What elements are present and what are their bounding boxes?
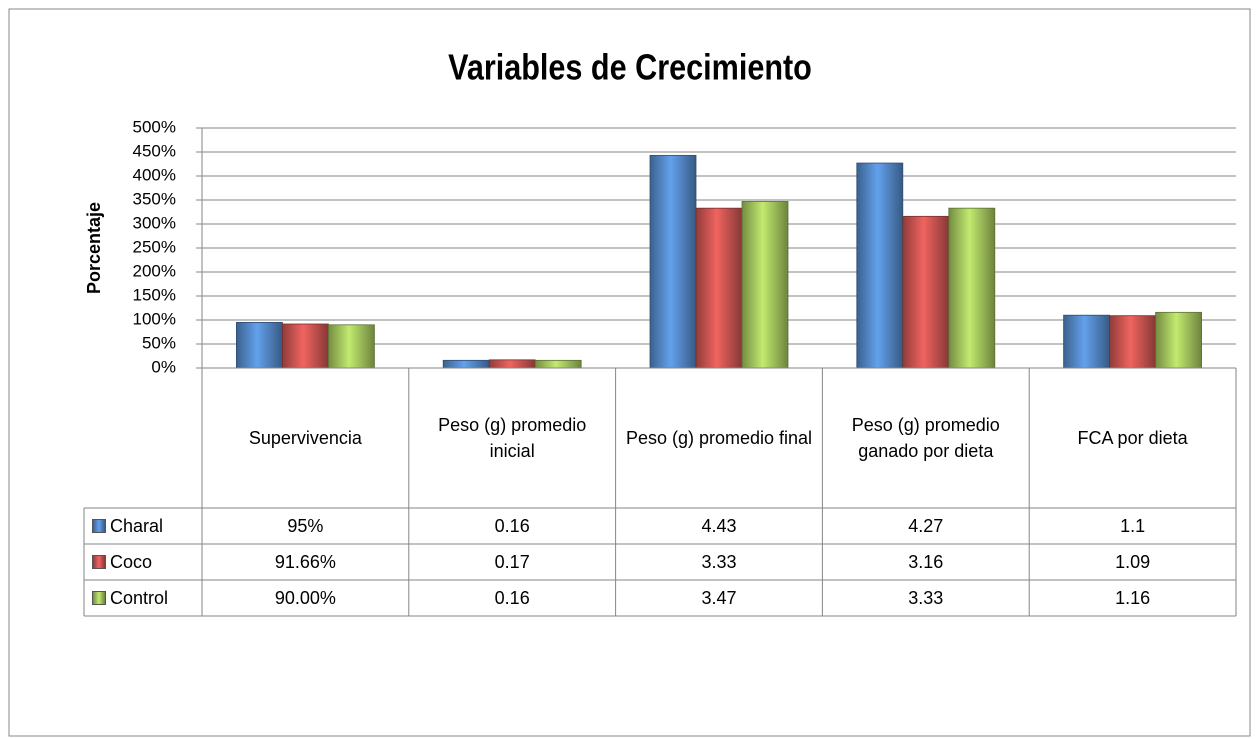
bar (856, 162, 904, 369)
y-tick-label: 0% (151, 357, 176, 376)
y-tick-label: 150% (133, 285, 176, 304)
bar (649, 154, 697, 369)
table-value: 95% (287, 516, 324, 536)
category-label: Peso (g) promedio final (625, 428, 813, 448)
y-tick-label: 350% (133, 189, 176, 208)
table-value: 3.33 (908, 588, 944, 608)
legend-swatch (92, 555, 106, 569)
category-label: Peso (g) promedio inicial (438, 415, 587, 461)
table-value: 1.1 (1120, 516, 1146, 536)
y-axis-label: Porcentaje (84, 202, 104, 294)
y-tick-label: 500% (133, 117, 176, 136)
bar (442, 359, 490, 369)
bar (741, 201, 789, 369)
y-tick-label: 400% (133, 165, 176, 184)
category-label: Supervivencia (248, 428, 362, 448)
legend-swatch (92, 519, 106, 533)
y-tick-label: 100% (133, 309, 176, 328)
bar (1063, 314, 1110, 369)
table-value: 4.27 (908, 516, 944, 536)
bar (1109, 315, 1156, 369)
legend-label: Charal (110, 516, 164, 536)
bar (488, 359, 536, 369)
table-value: 4.43 (701, 516, 737, 536)
legend-entry: Charal (84, 508, 202, 544)
bar (235, 321, 283, 369)
table-value: 90.00% (274, 588, 336, 608)
y-tick-label: 250% (133, 237, 176, 256)
table-value: 91.66% (274, 552, 336, 572)
bar (281, 323, 329, 369)
legend-swatch (92, 591, 106, 605)
chart-title: Variables de Crecimiento (448, 48, 812, 88)
bar (695, 207, 743, 369)
table-value: 3.16 (908, 552, 944, 572)
y-tick-label: 300% (133, 213, 176, 232)
bar (534, 359, 582, 369)
table-value: 0.16 (494, 588, 530, 608)
table-value: 0.16 (494, 516, 530, 536)
chart-border (8, 8, 1251, 737)
y-tick-label: 450% (133, 141, 176, 160)
legend-entry: Coco (84, 544, 202, 580)
table-value: 1.09 (1115, 552, 1151, 572)
table-value: 0.17 (494, 552, 530, 572)
bar (1155, 311, 1202, 369)
bar (948, 207, 996, 369)
category-label: FCA por dieta (1077, 428, 1188, 448)
table-value: 1.16 (1115, 588, 1151, 608)
legend-entry: Control (84, 580, 202, 616)
bar (327, 324, 375, 369)
y-tick-label: 200% (133, 261, 176, 280)
table-value: 3.33 (701, 552, 737, 572)
legend-label: Coco (110, 552, 153, 572)
y-tick-label: 50% (142, 333, 176, 352)
table-value: 3.47 (701, 588, 737, 608)
bar (902, 215, 950, 369)
legend-label: Control (110, 588, 169, 608)
category-label: Peso (g) promedio ganado por dieta (851, 415, 1000, 461)
